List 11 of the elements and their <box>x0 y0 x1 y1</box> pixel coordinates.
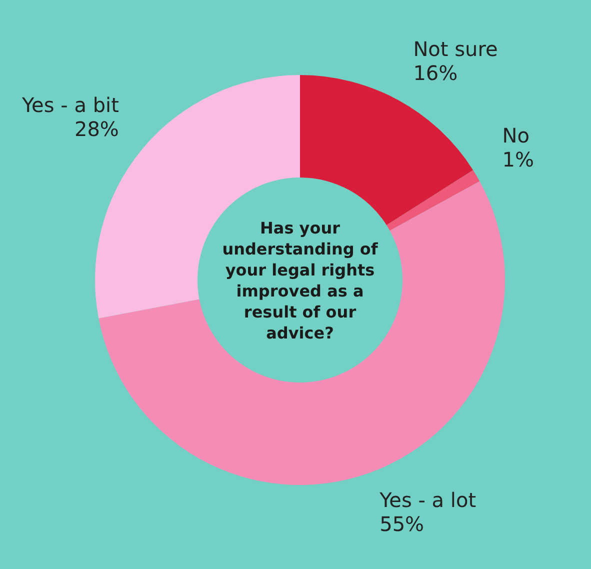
donut-slice <box>386 170 480 231</box>
data-label: 1% <box>502 147 534 172</box>
slice-label: Not sure <box>413 37 498 62</box>
donut-slice <box>98 181 505 485</box>
text: Has your understanding of your legal rights improved as a result of our advice? <box>222 218 379 342</box>
slice-label: Yes - a lot <box>378 488 476 512</box>
slice-label: Yes - a bit <box>20 93 120 118</box>
data-label: 28% <box>74 117 119 142</box>
slice-label: No <box>502 123 530 148</box>
data-label: 55% <box>380 512 424 536</box>
data-label: 16% <box>413 61 458 86</box>
